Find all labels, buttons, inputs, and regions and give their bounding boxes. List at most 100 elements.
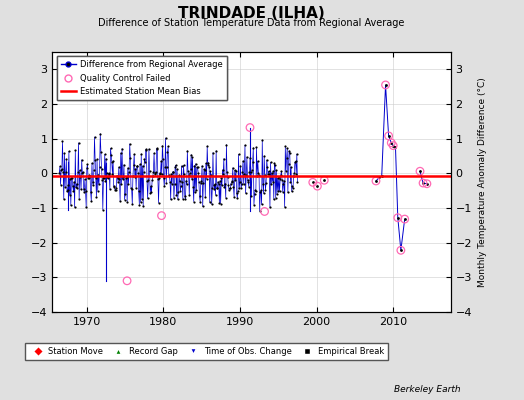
Point <box>104 170 113 177</box>
Point <box>211 192 220 198</box>
Point <box>62 156 71 162</box>
Point <box>381 82 390 88</box>
Point <box>106 186 114 192</box>
Point <box>218 182 226 188</box>
Point <box>280 204 289 210</box>
Point <box>416 168 424 174</box>
Point <box>173 166 181 172</box>
Point <box>236 163 245 169</box>
Point <box>96 130 104 137</box>
Point <box>83 165 91 171</box>
Point <box>80 186 88 192</box>
Point <box>90 134 99 140</box>
Point <box>191 189 199 196</box>
Point <box>66 176 74 182</box>
Point <box>152 145 161 152</box>
Point <box>126 155 135 161</box>
Point <box>377 173 386 179</box>
Point <box>187 151 195 158</box>
Point <box>115 176 124 182</box>
Point <box>134 169 142 176</box>
Point <box>274 188 282 195</box>
Point <box>110 184 118 190</box>
Point <box>187 166 195 172</box>
Point <box>123 278 131 284</box>
Point <box>193 164 202 170</box>
Point <box>225 187 233 193</box>
Point <box>149 169 158 175</box>
Point <box>281 143 289 150</box>
Point <box>223 169 231 175</box>
Point <box>107 152 115 158</box>
Point <box>130 173 139 180</box>
Point <box>320 177 329 184</box>
Point <box>76 174 84 180</box>
Point <box>68 174 77 181</box>
Point <box>93 156 101 162</box>
Point <box>90 167 98 173</box>
Point <box>137 151 146 157</box>
Point <box>113 175 122 181</box>
Point <box>182 178 190 184</box>
Point <box>282 168 290 174</box>
Point <box>292 170 300 177</box>
Point <box>135 188 143 194</box>
Point <box>168 181 176 187</box>
Point <box>288 188 296 195</box>
Point <box>253 172 261 179</box>
Point <box>145 167 154 174</box>
Point <box>157 158 165 164</box>
Point <box>110 183 118 189</box>
Point <box>289 184 297 191</box>
Point <box>230 194 238 200</box>
Point <box>106 145 115 152</box>
Point <box>238 169 247 175</box>
Point <box>184 168 192 174</box>
Point <box>151 170 159 177</box>
Point <box>121 191 129 197</box>
Point <box>278 177 286 183</box>
Point <box>205 199 214 205</box>
Point <box>122 175 130 181</box>
Point <box>419 180 427 186</box>
Point <box>269 168 277 174</box>
Point <box>250 202 258 208</box>
Point <box>129 162 138 168</box>
Point <box>184 172 193 178</box>
Point <box>260 172 269 178</box>
Point <box>216 178 224 184</box>
Point <box>144 177 152 183</box>
Point <box>66 192 74 198</box>
Point <box>161 135 170 141</box>
Point <box>150 170 159 176</box>
Point <box>143 178 151 184</box>
Point <box>123 198 132 205</box>
Point <box>155 175 163 181</box>
Point <box>179 196 187 202</box>
Point <box>255 172 263 179</box>
Point <box>259 180 267 187</box>
Point <box>269 196 278 203</box>
Point <box>145 146 153 152</box>
Point <box>121 196 129 203</box>
Point <box>285 148 293 154</box>
Point <box>91 157 100 164</box>
Point <box>375 174 384 181</box>
Point <box>263 164 271 171</box>
Point <box>419 180 427 186</box>
Y-axis label: Monthly Temperature Anomaly Difference (°C): Monthly Temperature Anomaly Difference (… <box>477 77 487 287</box>
Point <box>273 191 281 197</box>
Point <box>73 184 81 191</box>
Point <box>219 171 227 177</box>
Point <box>172 192 181 198</box>
Point <box>89 179 97 186</box>
Point <box>222 194 230 201</box>
Point <box>176 178 184 184</box>
Point <box>254 158 262 164</box>
Point <box>102 156 110 162</box>
Point <box>246 124 254 131</box>
Point <box>67 175 75 182</box>
Point <box>84 175 93 182</box>
Point <box>165 172 173 178</box>
Point <box>71 147 80 154</box>
